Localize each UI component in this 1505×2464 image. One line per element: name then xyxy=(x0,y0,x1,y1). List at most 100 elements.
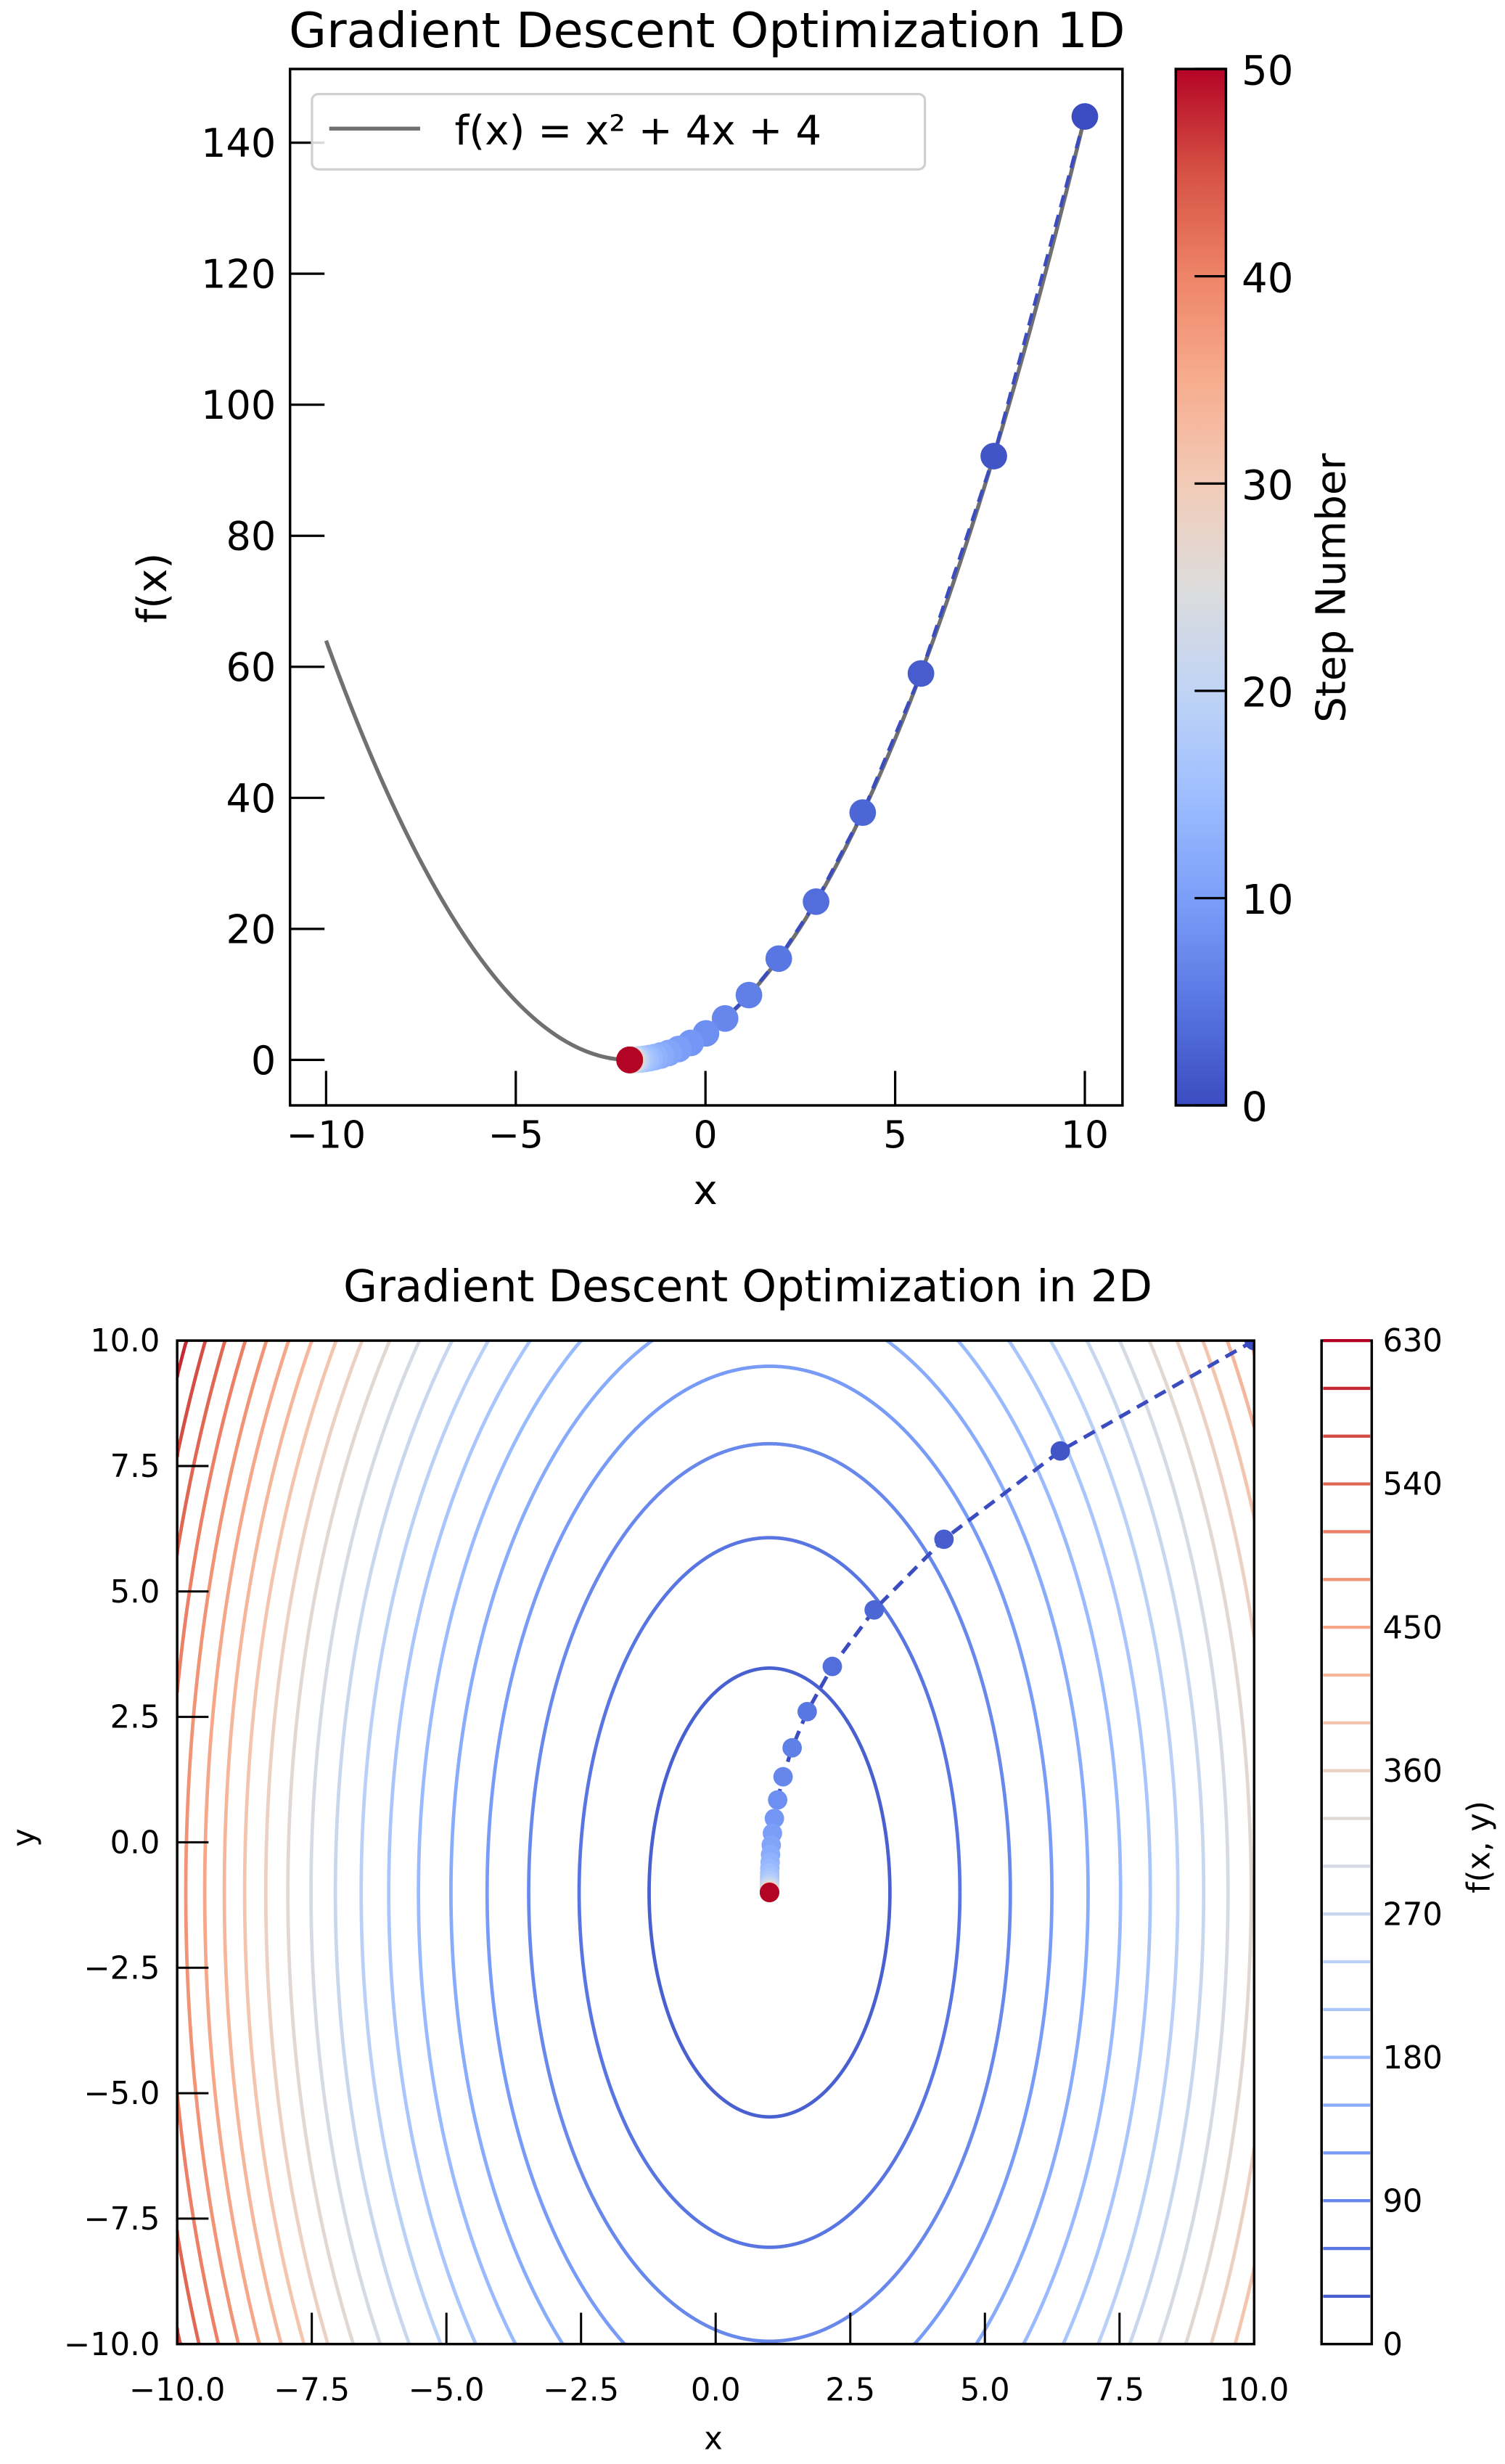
step-colorbar-ticks: 0 10 20 30 40 50 xyxy=(1194,48,1293,1131)
descent-point-2d-step-2 xyxy=(934,1529,954,1550)
colorbar-tick-label-2d: 0 xyxy=(1382,2327,1402,2363)
contour-level-60 xyxy=(577,1536,962,2249)
descent-point-2d-step-9 xyxy=(764,1809,784,1828)
descent-path-line xyxy=(629,115,1087,1062)
descent-point-step-1 xyxy=(980,443,1007,470)
colorbar-tick-label-2d: 360 xyxy=(1382,1753,1442,1790)
descent-point-step-0 xyxy=(1071,103,1099,130)
descent-point-step-5 xyxy=(765,945,792,973)
descent-point-2d-step-8 xyxy=(768,1790,788,1810)
y-tick-label-2d: −5.0 xyxy=(84,2076,160,2112)
fxy-colorbar xyxy=(1320,1339,1374,2346)
colorbar-tick-label-2d: 90 xyxy=(1382,2183,1422,2219)
contour-level-150 xyxy=(449,1341,1090,2344)
descent-point-step-4 xyxy=(803,888,829,915)
chart-2d-plot-area xyxy=(177,1341,1255,2344)
y-tick-label: 100 xyxy=(201,382,276,428)
y-tick-label-2d: 5.0 xyxy=(110,1574,160,1610)
y-tick-label: 120 xyxy=(201,252,276,298)
descent-point-step-2 xyxy=(907,660,935,687)
fxy-colorbar-ticks: 0 90 180 270 360 450 540 630 xyxy=(1382,1323,1442,2363)
chart-2d: Gradient Descent Optimization in 2D −10.… xyxy=(7,1261,1498,2457)
y-tick-label-2d: 10.0 xyxy=(90,1323,160,1359)
y-tick-label: 0 xyxy=(251,1038,276,1084)
contour-level-120 xyxy=(485,1364,1054,2344)
y-tick-label: 80 xyxy=(226,514,276,560)
chart-1d-xlabel: x xyxy=(694,1167,718,1214)
colorbar-tick-label: 0 xyxy=(1242,1084,1268,1131)
chart-1d-title: Gradient Descent Optimization 1D xyxy=(289,2,1125,59)
y-tick-label-2d: 7.5 xyxy=(110,1449,160,1485)
x-tick-label-2d: 5.0 xyxy=(960,2373,1010,2409)
step-colorbar xyxy=(1174,67,1228,1107)
descent-point-step-6 xyxy=(735,981,763,1009)
descent-point-2d-step-1 xyxy=(1050,1441,1070,1461)
contour-level-510 xyxy=(177,1341,247,2344)
legend-entry-function: f(x) = x² + 4x + 4 xyxy=(455,107,822,155)
contour-level-180 xyxy=(417,1341,1123,2344)
contour-level-90 xyxy=(527,1441,1012,2344)
x-tick-label-2d: 2.5 xyxy=(825,2373,875,2409)
x-tick-label: 10 xyxy=(1061,1113,1109,1157)
descent-point-2d-step-50 xyxy=(760,1883,779,1902)
chart-1d: Gradient Descent Optimization 1D −10 −5 0 5… xyxy=(129,2,1356,1214)
descent-point-2d-step-4 xyxy=(822,1656,842,1677)
colorbar-tick-label: 10 xyxy=(1242,877,1293,924)
colorbar-tick-label: 50 xyxy=(1242,48,1293,95)
descent-point-2d-step-6 xyxy=(782,1738,802,1758)
chart-1d-axes-frame xyxy=(288,67,1124,1107)
colorbar-tick-label: 40 xyxy=(1242,255,1293,302)
x-tick-label-2d: 0.0 xyxy=(691,2373,741,2409)
chart-1d-legend: f(x) = x² + 4x + 4 xyxy=(311,93,927,171)
y-tick-label-2d: 2.5 xyxy=(110,1700,160,1736)
contour-level-210 xyxy=(387,1341,1152,2344)
chart-2d-ylabel: y xyxy=(7,1828,43,1847)
x-tick-label-2d: −5.0 xyxy=(409,2373,485,2409)
x-tick-label-2d: −10.0 xyxy=(129,2373,225,2409)
y-tick-label-2d: −7.5 xyxy=(84,2201,160,2238)
chart-2d-ticks: −10.0 −7.5 −5.0 −2.5 0.0 2.5 5.0 7.5 10.0 −10.0 −7… xyxy=(64,1323,1289,2408)
contour-level-330 xyxy=(286,1341,1253,2344)
chart-2d-xlabel: x xyxy=(704,2420,723,2457)
contour-level-540 xyxy=(177,1341,227,2344)
chart-2d-title: Gradient Descent Optimization in 2D xyxy=(343,1261,1152,1312)
x-tick-label: −5 xyxy=(488,1113,544,1157)
contour-level-30 xyxy=(647,1666,892,2119)
colorbar-tick-label: 30 xyxy=(1242,462,1293,509)
x-tick-label-2d: −7.5 xyxy=(274,2373,350,2409)
colorbar-tick-label-2d: 270 xyxy=(1382,1896,1442,1933)
step-colorbar-label: Step Number xyxy=(1308,453,1356,723)
y-tick-label: 140 xyxy=(201,120,276,166)
colorbar-tick-label-2d: 180 xyxy=(1382,2040,1442,2076)
descent-point-2d-step-5 xyxy=(797,1701,817,1722)
y-tick-label: 20 xyxy=(226,906,276,952)
function-curve xyxy=(324,115,1087,1063)
contour-level-420 xyxy=(222,1341,1255,2344)
fxy-colorbar-label: f(x, y) xyxy=(1461,1801,1497,1893)
contour-level-300 xyxy=(309,1341,1230,2344)
x-tick-label: 5 xyxy=(883,1113,907,1157)
x-tick-label: −10 xyxy=(287,1113,366,1157)
descent-point-step-7 xyxy=(711,1004,739,1032)
y-tick-label-2d: −10.0 xyxy=(64,2327,160,2363)
y-tick-label: 60 xyxy=(226,644,276,690)
fxy-colorbar-level-lines xyxy=(1323,1338,1371,2299)
contour-level-240 xyxy=(359,1341,1180,2344)
contour-level-600 xyxy=(177,1341,189,1378)
y-tick-label-2d: 0.0 xyxy=(110,1825,160,1862)
chart-1d-plot-area xyxy=(324,103,1099,1073)
y-tick-label-2d: −2.5 xyxy=(84,1950,160,1986)
contour-level-360 xyxy=(263,1341,1255,2344)
x-tick-label-2d: 7.5 xyxy=(1094,2373,1144,2409)
contour-level-390 xyxy=(242,1341,1255,2344)
descent-point-2d-step-7 xyxy=(773,1767,793,1787)
contour-level-480 xyxy=(184,1341,268,2344)
descent-point-2d-step-3 xyxy=(864,1600,885,1620)
descent-point-step-3 xyxy=(849,799,877,826)
legend-box xyxy=(311,93,927,171)
descent-point-step-50 xyxy=(616,1047,644,1073)
descent-point-2d-step-0 xyxy=(1244,1341,1255,1351)
colorbar-tick-label: 20 xyxy=(1242,669,1293,716)
x-tick-label: 0 xyxy=(694,1113,718,1157)
